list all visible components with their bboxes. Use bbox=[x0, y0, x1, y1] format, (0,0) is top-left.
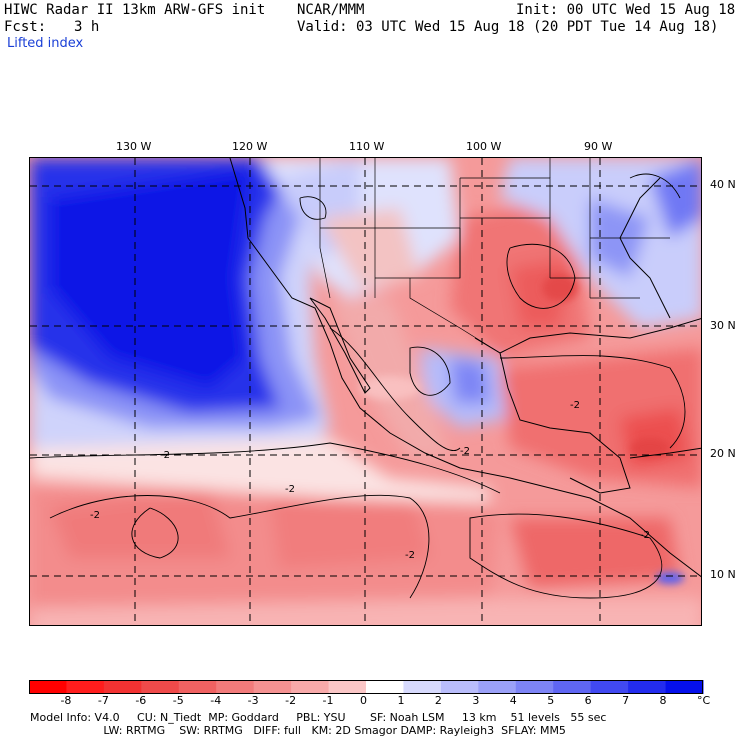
colorbar-tick-label: 6 bbox=[584, 694, 592, 707]
colorbar-tick-label: 1 bbox=[397, 694, 405, 707]
forecast-hours: 3 h bbox=[74, 19, 100, 35]
colorbar-swatch bbox=[29, 680, 67, 694]
contour-label: -2 bbox=[460, 446, 470, 457]
model-title: HIWC Radar II 13km ARW-GFS init bbox=[4, 2, 266, 18]
field-detail bbox=[360, 274, 684, 584]
lon-label-110w: 110 W bbox=[349, 140, 385, 153]
contour-label: -2 bbox=[640, 530, 650, 541]
colorbar-tick-label: 7 bbox=[622, 694, 630, 707]
model-info-line2: LW: RRTMG SW: RRTMG DIFF: full KM: 2D Sm… bbox=[30, 724, 566, 737]
colorbar-tick-label: 4 bbox=[509, 694, 517, 707]
contour-label: -2 bbox=[570, 400, 580, 411]
colorbar-swatch bbox=[590, 680, 629, 694]
colorbar-swatch bbox=[178, 680, 217, 694]
colorbar-swatch bbox=[628, 680, 667, 694]
coastlines bbox=[229, 158, 701, 578]
map-canvas: -2 -2 -2 -2 -2 -2 -2 bbox=[30, 158, 701, 625]
colorbar-tick-label: -4 bbox=[210, 694, 222, 707]
lat-label-40n: 40 N bbox=[710, 178, 736, 191]
contour-label: -2 bbox=[160, 450, 170, 461]
contour-label: -2 bbox=[405, 550, 415, 561]
init-time: Init: 00 UTC Wed 15 Aug 18 bbox=[516, 2, 736, 18]
field-name: Lifted index bbox=[7, 36, 84, 51]
colorbar-swatch bbox=[440, 680, 479, 694]
colorbar-tick-label: 3 bbox=[472, 694, 480, 707]
colorbar-tick-label: -5 bbox=[172, 694, 184, 707]
colorbar-tick-label: -7 bbox=[97, 694, 109, 707]
colorbar-swatch bbox=[216, 680, 255, 694]
model-info-line1: Model Info: V4.0 CU: N_Tiedt MP: Goddard… bbox=[30, 711, 607, 724]
colorbar-swatch bbox=[665, 680, 704, 694]
colorbar-swatch bbox=[366, 680, 404, 694]
lon-label-120w: 120 W bbox=[232, 140, 268, 153]
colorbar-tick-label: -8 bbox=[60, 694, 72, 707]
colorbar-tick-label: 0 bbox=[360, 694, 367, 707]
colorbar-swatch bbox=[253, 680, 292, 694]
colorbar-tick-label: -6 bbox=[135, 694, 147, 707]
contour-label: -2 bbox=[90, 510, 100, 521]
colorbar-swatch bbox=[478, 680, 517, 694]
contour-label-group: -2 -2 -2 -2 -2 -2 -2 bbox=[90, 400, 650, 561]
colorbar-swatch bbox=[328, 680, 367, 694]
valid-time: Valid: 03 UTC Wed 15 Aug 18 (20 PDT Tue … bbox=[297, 19, 719, 35]
colorbar-tick-label: 8 bbox=[659, 694, 667, 707]
colorbar-swatch bbox=[103, 680, 142, 694]
lon-label-100w: 100 W bbox=[466, 140, 502, 153]
colorbar-tick-label: 5 bbox=[547, 694, 555, 707]
colorbar-swatch bbox=[403, 680, 442, 694]
lon-label-130w: 130 W bbox=[116, 140, 152, 153]
contour-label: -2 bbox=[285, 484, 295, 495]
lat-label-30n: 30 N bbox=[710, 319, 736, 332]
colorbar bbox=[29, 680, 704, 694]
lon-label-90w: 90 W bbox=[584, 140, 613, 153]
graticule bbox=[30, 158, 701, 625]
colorbar-swatch bbox=[515, 680, 554, 694]
forecast-label: Fcst: bbox=[4, 19, 47, 35]
lat-label-10n: 10 N bbox=[710, 568, 736, 581]
colorbar-tick-label: -2 bbox=[285, 694, 297, 707]
contours bbox=[30, 173, 686, 599]
state-borders bbox=[319, 158, 670, 354]
colorbar-tick-label: 2 bbox=[434, 694, 442, 707]
colorbar-swatch bbox=[291, 680, 330, 694]
colorbar-unit: °C bbox=[697, 694, 711, 707]
center-label: NCAR/MMM bbox=[297, 2, 365, 18]
lifted-index-map: -2 -2 -2 -2 -2 -2 -2 bbox=[29, 157, 702, 626]
lat-label-20n: 20 N bbox=[710, 447, 736, 460]
colorbar-tick-label: -3 bbox=[247, 694, 259, 707]
colorbar-swatch bbox=[66, 680, 105, 694]
colorbar-tick-label: -1 bbox=[322, 694, 334, 707]
colorbar-outline bbox=[29, 680, 703, 694]
colorbar-swatch bbox=[141, 680, 180, 694]
colorbar-swatch bbox=[553, 680, 592, 694]
